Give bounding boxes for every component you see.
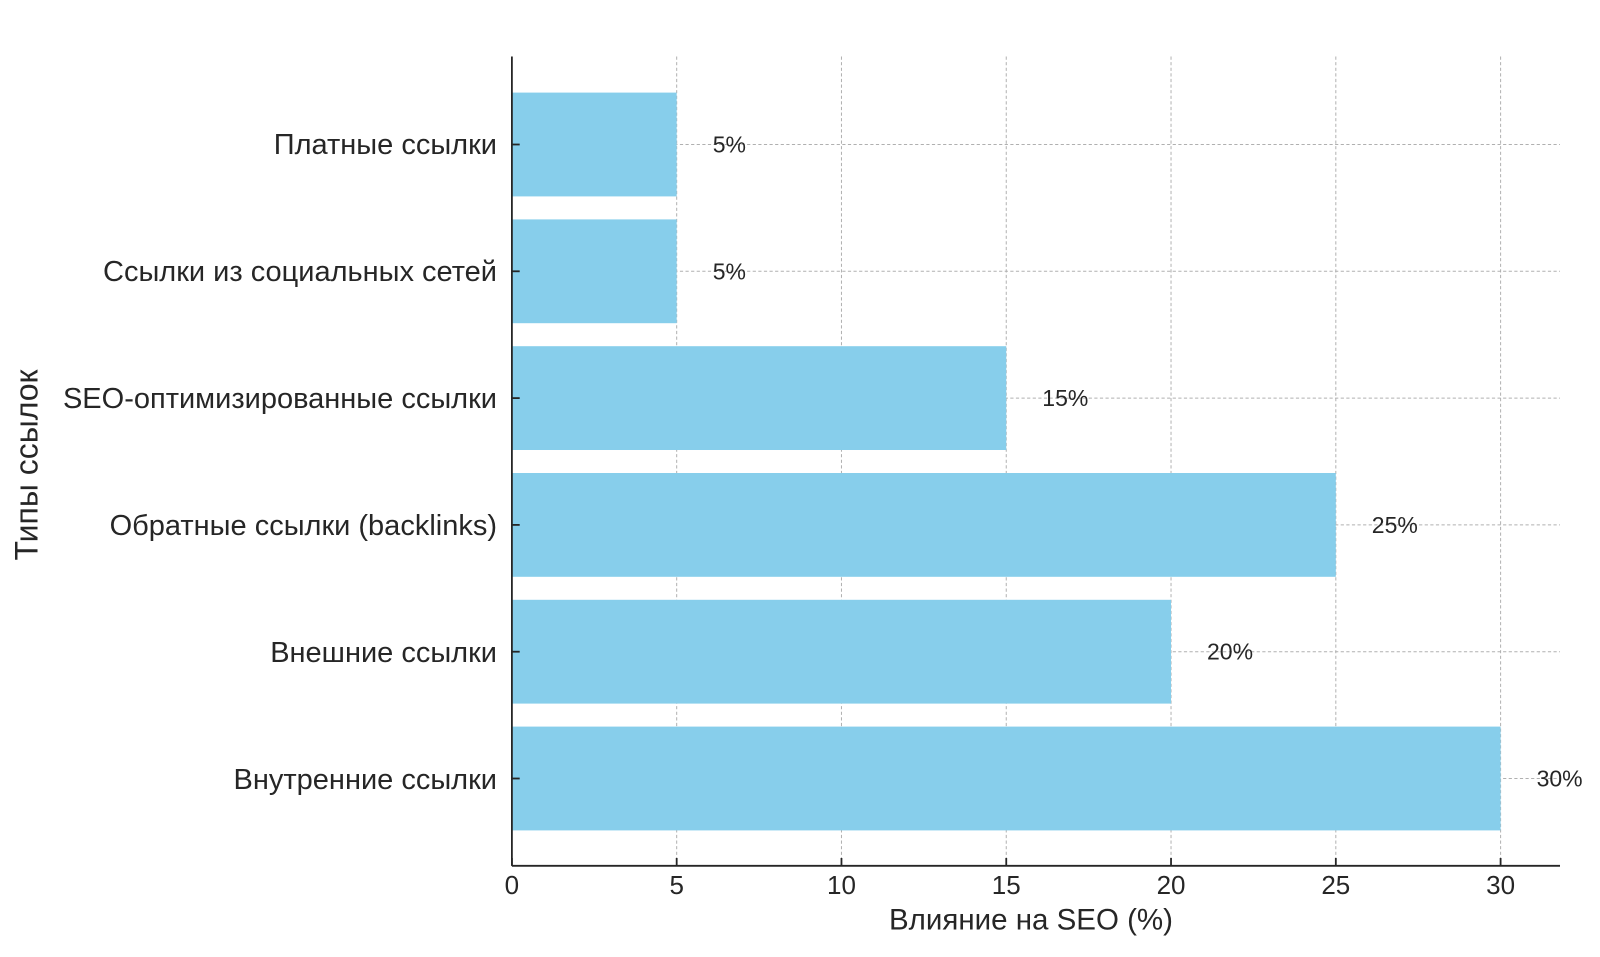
- svg-text:25: 25: [1321, 870, 1350, 900]
- svg-text:SEO-оптимизированные ссылки: SEO-оптимизированные ссылки: [63, 383, 497, 415]
- svg-text:Обратные ссылки (backlinks): Обратные ссылки (backlinks): [110, 510, 497, 542]
- svg-text:30%: 30%: [1537, 766, 1583, 792]
- svg-text:15%: 15%: [1042, 385, 1088, 411]
- svg-text:Типы ссылок: Типы ссылок: [9, 368, 45, 560]
- svg-text:30: 30: [1486, 870, 1515, 900]
- svg-text:Ссылки из социальных сетей: Ссылки из социальных сетей: [103, 256, 497, 288]
- svg-text:25%: 25%: [1372, 512, 1418, 538]
- svg-text:5: 5: [669, 870, 683, 900]
- svg-text:Влияние на SEO (%): Влияние на SEO (%): [889, 904, 1173, 937]
- svg-text:5%: 5%: [713, 258, 746, 284]
- svg-text:Внутренние ссылки: Внутренние ссылки: [234, 764, 497, 796]
- svg-text:0: 0: [505, 870, 519, 900]
- svg-text:Платные ссылки: Платные ссылки: [274, 129, 497, 161]
- svg-text:20%: 20%: [1207, 639, 1253, 665]
- svg-text:20: 20: [1157, 870, 1186, 900]
- svg-text:15: 15: [992, 870, 1021, 900]
- svg-text:5%: 5%: [713, 132, 746, 158]
- svg-text:Внешние ссылки: Внешние ссылки: [270, 637, 497, 669]
- svg-text:10: 10: [827, 870, 856, 900]
